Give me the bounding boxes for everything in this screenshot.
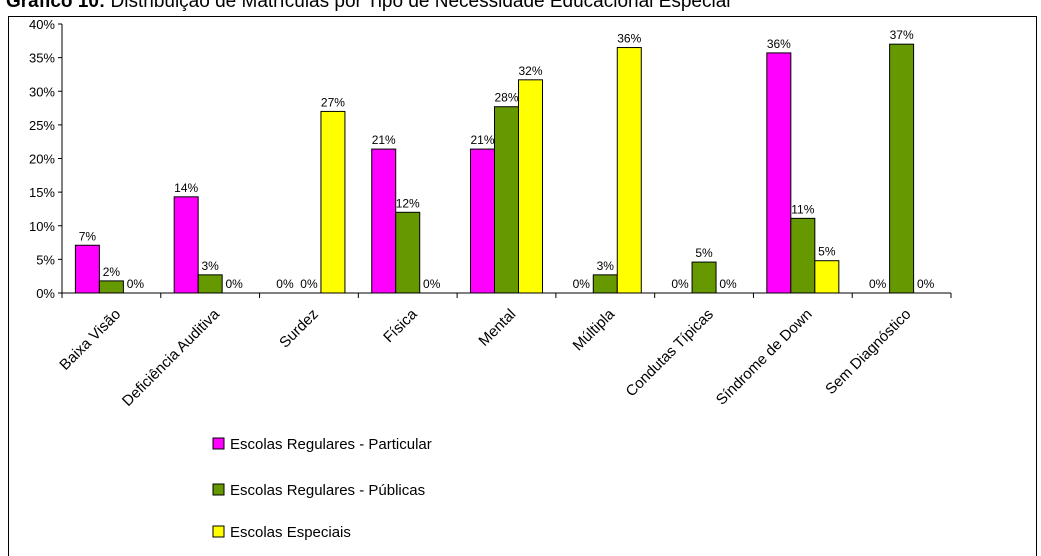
x-tick-label: Mental (475, 306, 519, 350)
chart-title-bold: Gráfico 10: (6, 0, 106, 12)
bar (518, 79, 543, 294)
x-tick-label: Condutas Típicas (623, 306, 717, 400)
data-label: 3% (201, 259, 219, 273)
bar (616, 47, 642, 294)
data-label: 3% (597, 259, 615, 273)
data-label: 27% (321, 95, 345, 109)
data-label: 0% (276, 277, 294, 291)
data-label: 32% (518, 64, 542, 78)
data-label: 0% (225, 277, 243, 291)
data-label: 36% (767, 37, 791, 51)
legend-label: Escolas Regulares - Públicas (230, 482, 425, 499)
bar (395, 211, 421, 294)
legend-label: Escolas Regulares - Particular (230, 436, 432, 453)
y-tick-label: 0% (36, 286, 55, 301)
y-tick-label: 20% (29, 152, 55, 167)
data-label: 36% (617, 32, 641, 46)
data-label: 21% (470, 133, 494, 147)
chart-frame (8, 16, 1037, 556)
data-label: 0% (671, 277, 689, 291)
legend-swatch (212, 437, 225, 450)
data-label: 28% (494, 91, 518, 105)
data-label: 21% (372, 133, 396, 147)
data-label: 2% (103, 265, 121, 279)
data-label: 5% (818, 245, 836, 259)
data-label: 0% (127, 277, 145, 291)
data-label: 0% (719, 277, 737, 291)
data-label: 0% (917, 277, 935, 291)
data-label: 5% (695, 246, 713, 260)
data-label: 7% (79, 229, 97, 243)
bar (592, 274, 618, 294)
chart-title: Gráfico 10: Distribuição de Matrículas p… (6, 0, 730, 13)
bar (98, 280, 124, 294)
legend-swatch (212, 525, 225, 538)
y-tick-label: 30% (29, 84, 55, 99)
bar (197, 274, 223, 294)
bar (691, 261, 717, 294)
bar (494, 106, 519, 294)
x-tick-label: Surdez (276, 306, 322, 352)
y-tick-label: 40% (29, 17, 55, 32)
bar (889, 43, 915, 294)
bar (470, 148, 495, 294)
data-label: 11% (791, 202, 814, 216)
bar (814, 260, 840, 294)
legend-label: Escolas Especiais (230, 524, 351, 541)
y-tick-label: 10% (29, 219, 55, 234)
x-tick-label: Síndrome de Down (713, 306, 816, 409)
x-tick-label: Baixa Visão (56, 306, 124, 374)
data-label: 0% (423, 277, 441, 291)
x-tick-label: Física (380, 305, 421, 346)
y-tick-label: 25% (29, 118, 55, 133)
legend-swatch (212, 483, 225, 496)
bar (74, 244, 100, 294)
data-label: 14% (174, 181, 198, 195)
data-label: 37% (890, 28, 914, 42)
bar (371, 148, 397, 294)
data-label: 0% (573, 277, 591, 291)
x-tick-label: Múltipla (570, 305, 619, 354)
data-label: 0% (869, 277, 887, 291)
y-tick-label: 5% (36, 252, 55, 267)
chart-title-rest: Distribuição de Matrículas por Tipo de N… (105, 0, 731, 12)
bar (790, 217, 816, 294)
data-label: 12% (396, 196, 420, 210)
y-tick-label: 15% (29, 185, 55, 200)
y-tick-label: 35% (29, 51, 55, 66)
bar (173, 196, 199, 294)
bar (320, 110, 346, 294)
x-tick-label: Deficiência Auditiva (119, 305, 223, 409)
data-label: 0% (300, 277, 318, 291)
x-tick-label: Sem Diagnóstico (822, 306, 914, 398)
bar (766, 52, 792, 294)
